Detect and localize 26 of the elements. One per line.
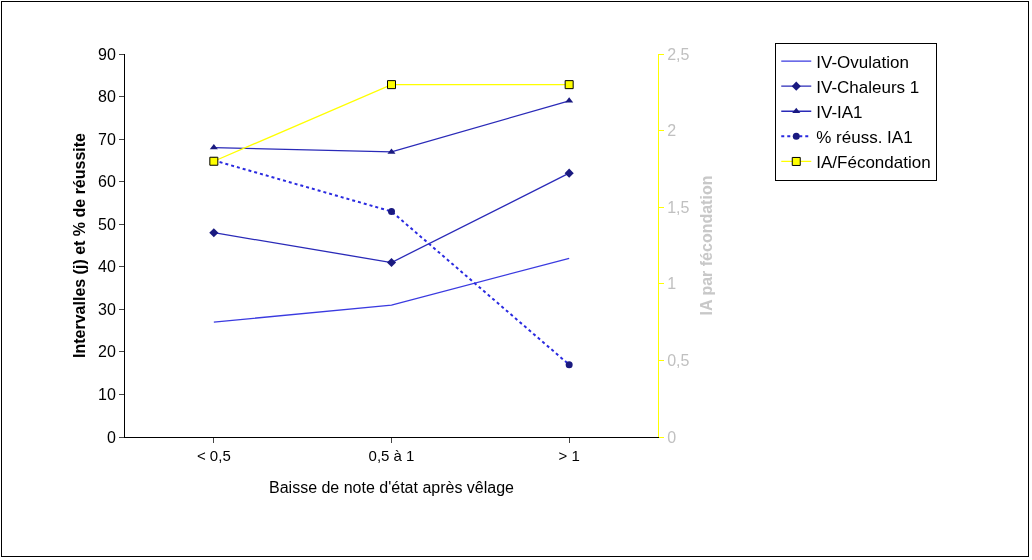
- legend-label: IV-IA1: [816, 102, 863, 122]
- y2-tick-label: 1,5: [667, 198, 690, 216]
- y-tick-label: 0: [106, 428, 116, 446]
- y-tick-label: 60: [98, 173, 116, 191]
- x-axis-title: Baisse de note d'état après vêlage: [269, 478, 515, 496]
- y-tick-label: 50: [98, 215, 116, 233]
- y-tick-label: 40: [98, 258, 116, 276]
- y-axis-title: Intervalles (j) et % de réussite: [70, 132, 88, 358]
- y2-tick-label: 2: [667, 122, 677, 140]
- x-tick-label: > 1: [558, 447, 580, 464]
- y2-tick-label: 0,5: [667, 352, 690, 369]
- x-tick-label: 0,5 à 1: [368, 447, 415, 464]
- y2-tick-label: 1: [667, 275, 677, 293]
- y-tick-label: 70: [98, 130, 116, 148]
- y-tick-label: 10: [98, 386, 116, 404]
- y-tick-label: 30: [98, 300, 116, 318]
- y-tick-label: 20: [98, 343, 116, 361]
- x-tick-label: < 0,5: [196, 447, 231, 464]
- y2-tick-label: 0: [667, 428, 677, 446]
- legend-label: IV-Chaleurs 1: [816, 77, 920, 97]
- y-tick-label: 90: [98, 45, 116, 63]
- legend-label: IV-Ovulation: [816, 52, 909, 72]
- legend-label: % réuss. IA1: [816, 127, 913, 147]
- legend-label: IA/Fécondation: [816, 153, 931, 173]
- y-tick-label: 80: [98, 88, 116, 106]
- y2-tick-label: 2,5: [667, 45, 690, 63]
